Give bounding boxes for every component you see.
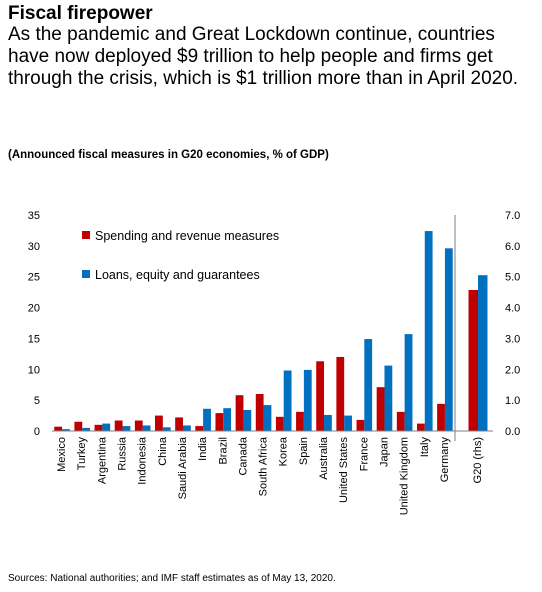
x-tick-label: Russia — [117, 436, 129, 471]
bar-loans-11 — [283, 370, 292, 431]
page-title: Fiscal firepower — [8, 3, 153, 24]
bar-spending-9 — [235, 395, 244, 431]
x-tick-label: Canada — [237, 436, 249, 475]
bar-spending-6 — [175, 417, 183, 431]
bar-loans-0 — [62, 429, 70, 431]
x-tick-label: United Kingdom — [399, 437, 411, 515]
y2-tick-label: 4.0 — [505, 303, 520, 315]
fiscal-measures-chart: 0 5 10 15 20 25 30 35 0.0 1.0 2.0 3.0 4.0 5.0 6.0 7.0 Me… — [28, 210, 521, 515]
y2-tick-label: 7.0 — [505, 210, 520, 222]
x-tick-label: Argentina — [96, 436, 108, 484]
bar-loans-8 — [223, 408, 232, 431]
y2-tick-label: 3.0 — [505, 333, 520, 345]
x-tick-label: United States — [338, 437, 350, 504]
bar-spending-16 — [376, 387, 385, 431]
bar-loans-19 — [444, 248, 453, 431]
bar-spending-10 — [255, 393, 264, 431]
y-tick-label: 20 — [28, 303, 40, 315]
bar-loans-18 — [424, 231, 433, 431]
bar-loans-4 — [142, 425, 151, 431]
bar-spending-17 — [396, 411, 405, 431]
y-tick-label: 5 — [34, 395, 40, 407]
y2-tick-label: 5.0 — [505, 272, 520, 284]
x-tick-label-g20: G20 (rhs) — [472, 437, 484, 483]
y-tick-label: 25 — [28, 272, 40, 284]
bar-spending-13 — [316, 361, 325, 431]
x-tick-label: Brazil — [217, 437, 229, 465]
page-subtitle: As the pandemic and Great Lockdown conti… — [8, 24, 519, 89]
legend-label-0: Spending and revenue measures — [95, 229, 279, 243]
y2-tick-label: 2.0 — [505, 364, 520, 376]
x-tick-label: Turkey — [76, 437, 88, 471]
y-tick-label: 10 — [28, 364, 40, 376]
bar-spending-11 — [275, 416, 284, 431]
bar-loans-9 — [243, 410, 252, 431]
x-tick-label: Spain — [298, 437, 310, 465]
x-tick-label: China — [157, 436, 169, 466]
bar-spending-0 — [54, 426, 63, 431]
bar-loans-10 — [263, 405, 272, 431]
x-tick-label: Saudi Arabia — [177, 436, 189, 499]
bar-loans-3 — [122, 426, 131, 431]
y-tick-label: 15 — [28, 333, 40, 345]
y2-tick-label: 6.0 — [505, 241, 520, 253]
x-tick-label: Indonesia — [137, 436, 149, 485]
y-tick-label: 30 — [28, 241, 40, 253]
x-tick-label: Australia — [318, 436, 330, 480]
bar-loans-6 — [182, 425, 191, 431]
bar-g20-loans — [478, 275, 488, 431]
bar-loans-13 — [324, 414, 332, 431]
x-tick-label: Mexico — [56, 437, 68, 472]
x-tick-label: Korea — [278, 436, 290, 466]
bar-spending-15 — [356, 419, 365, 431]
bar-spending-19 — [437, 403, 445, 431]
legend-label-1: Loans, equity and guarantees — [95, 268, 260, 282]
x-tick-label: India — [197, 436, 209, 461]
bar-spending-12 — [296, 411, 304, 431]
bar-spending-2 — [94, 424, 103, 431]
bar-spending-3 — [114, 420, 123, 431]
x-tick-label: South Africa — [258, 436, 270, 496]
legend-swatch-0 — [82, 231, 90, 239]
bar-g20-spending — [468, 289, 478, 431]
y2-tick-label: 0.0 — [505, 426, 520, 438]
bar-spending-1 — [74, 421, 83, 431]
source-note: Sources: National authorities; and IMF s… — [8, 573, 336, 584]
x-tick-label: Japan — [378, 437, 390, 467]
x-tick-label: France — [358, 437, 370, 471]
bar-spending-8 — [215, 413, 224, 431]
bar-loans-1 — [82, 427, 91, 431]
bar-loans-5 — [162, 427, 171, 431]
x-tick-label: Italy — [419, 437, 431, 458]
bar-loans-15 — [364, 339, 373, 431]
y2-tick-label: 1.0 — [505, 395, 520, 407]
legend-swatch-1 — [82, 270, 90, 278]
bar-spending-5 — [155, 415, 163, 431]
bar-spending-4 — [134, 420, 143, 431]
bar-loans-17 — [404, 334, 413, 431]
y-tick-label: 35 — [28, 210, 40, 222]
bar-loans-7 — [203, 408, 211, 431]
x-tick-label: Germany — [439, 437, 451, 483]
bar-loans-14 — [344, 415, 352, 431]
chart-title: (Announced fiscal measures in G20 econom… — [8, 149, 329, 161]
bar-loans-16 — [384, 365, 393, 431]
bar-spending-14 — [336, 356, 345, 431]
bar-spending-18 — [416, 423, 425, 431]
bar-loans-2 — [102, 423, 111, 431]
bar-spending-7 — [195, 426, 204, 431]
y-tick-label: 0 — [34, 426, 40, 438]
bar-loans-12 — [303, 369, 312, 431]
